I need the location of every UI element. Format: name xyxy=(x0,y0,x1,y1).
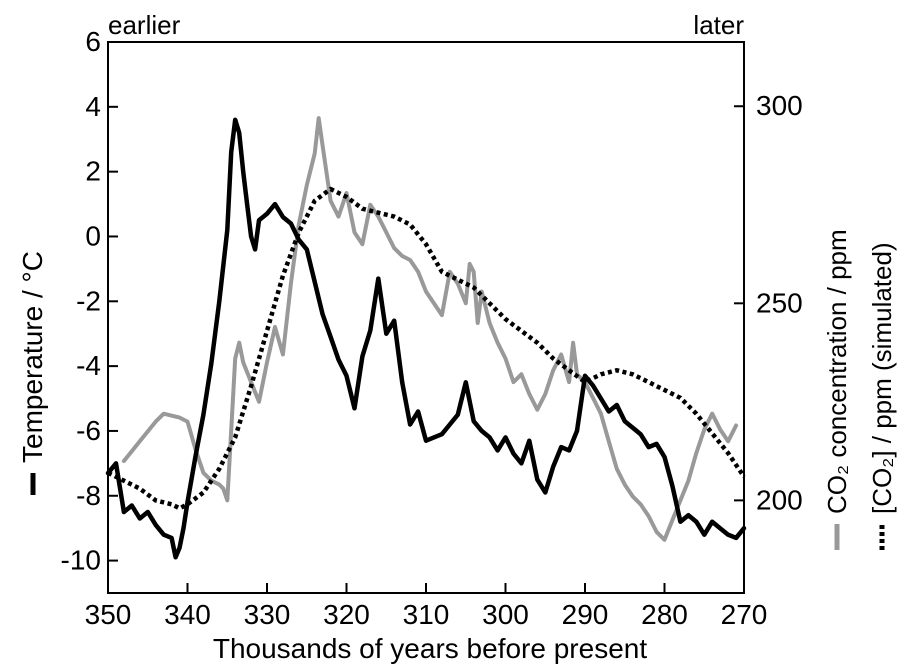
x-tick-label: 330 xyxy=(244,599,291,630)
temperature-tick-label: 2 xyxy=(85,156,101,187)
co2-series-line xyxy=(121,116,739,542)
x-tick-label: 310 xyxy=(403,599,450,630)
temperature-series-line xyxy=(105,117,747,560)
x-tick-label: 350 xyxy=(85,599,132,630)
x-axis-label: Thousands of years before present xyxy=(213,633,647,664)
temperature-tick-label: -10 xyxy=(61,545,101,576)
series-layer xyxy=(105,116,747,560)
temperature-axis-ticks: 6 4 2 0 -2 -4 -6 -8 -10 xyxy=(61,26,118,576)
x-tick-label: 340 xyxy=(164,599,211,630)
temperature-tick-label: -8 xyxy=(76,480,101,511)
temperature-tick-label: 0 xyxy=(85,220,101,251)
co2-simulated-axis-label: [CO₂] / ppm (simulated) xyxy=(867,242,897,550)
x-tick-label: 300 xyxy=(482,599,529,630)
co2-simulated-axis-label-text: [CO₂] / ppm (simulated) xyxy=(867,242,897,514)
temperature-axis-label-text: Temperature / °C xyxy=(17,251,48,463)
temperature-axis-label: Temperature / °C xyxy=(17,251,48,495)
x-tick-label: 280 xyxy=(641,599,688,630)
co2-tick-label: 200 xyxy=(756,484,803,515)
co2-simulated-series-line xyxy=(106,186,746,511)
co2-tick-label: 250 xyxy=(756,287,803,318)
x-axis-ticks: 350 340 330 320 310 300 290 280 270 xyxy=(85,583,768,630)
co2-axis-ticks: 300 250 200 xyxy=(734,90,803,515)
co2-tick-label: 300 xyxy=(756,90,803,121)
x-tick-label: 270 xyxy=(721,599,768,630)
temperature-tick-label: -6 xyxy=(76,415,101,446)
temperature-tick-label: 6 xyxy=(85,26,101,57)
corner-label-earlier: earlier xyxy=(108,10,181,40)
x-tick-label: 290 xyxy=(562,599,609,630)
corner-label-later: later xyxy=(693,10,744,40)
temperature-tick-label: 4 xyxy=(85,91,101,122)
temperature-tick-label: -2 xyxy=(76,285,101,316)
co2-axis-label: CO₂ concentration / ppm xyxy=(822,229,852,550)
plot-frame xyxy=(107,41,745,594)
x-tick-label: 320 xyxy=(323,599,370,630)
temperature-tick-label: -4 xyxy=(76,350,101,381)
co2-axis-label-text: CO₂ concentration / ppm xyxy=(822,229,852,514)
